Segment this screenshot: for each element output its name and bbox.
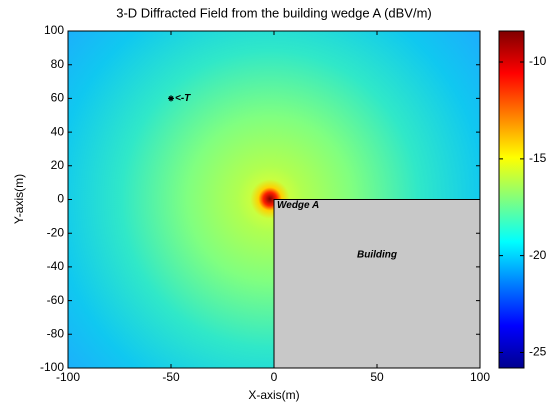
building-label: Building <box>357 250 397 261</box>
x-tick-label: -50 <box>162 370 180 384</box>
x-tick-label: 0 <box>271 370 278 384</box>
y-tick-label: -100 <box>40 360 64 374</box>
y-tick-label: 20 <box>51 158 65 172</box>
colorbar <box>498 30 525 369</box>
x-axis-label: X-axis(m) <box>248 388 299 402</box>
y-tick-label: 0 <box>57 192 64 206</box>
colorbar-tick-label: -25 <box>529 345 547 359</box>
colorbar-tick-label: -10 <box>529 54 547 68</box>
colorbar-tick-label: -20 <box>529 248 547 262</box>
x-tick-label: 100 <box>470 370 490 384</box>
colorbar-tick-label: -15 <box>529 151 547 165</box>
y-axis-label: Y-axis(m) <box>12 174 26 224</box>
y-tick-label: 80 <box>51 57 65 71</box>
y-tick-label: 60 <box>51 91 65 105</box>
y-tick-label: 100 <box>44 23 64 37</box>
x-tick-label: 50 <box>370 370 384 384</box>
y-tick-label: -80 <box>47 326 65 340</box>
wedge-label: Wedge A <box>277 200 319 211</box>
y-tick-label: -20 <box>47 225 65 239</box>
transmitter-marker <box>168 95 174 102</box>
chart-title: 3-D Diffracted Field from the building w… <box>116 5 432 20</box>
x-tick-label: -100 <box>56 370 80 384</box>
y-tick-label: -40 <box>47 259 65 273</box>
transmitter-label: <-T <box>175 93 191 104</box>
y-tick-label: -60 <box>47 293 65 307</box>
y-tick-label: 40 <box>51 124 65 138</box>
building <box>273 199 481 369</box>
